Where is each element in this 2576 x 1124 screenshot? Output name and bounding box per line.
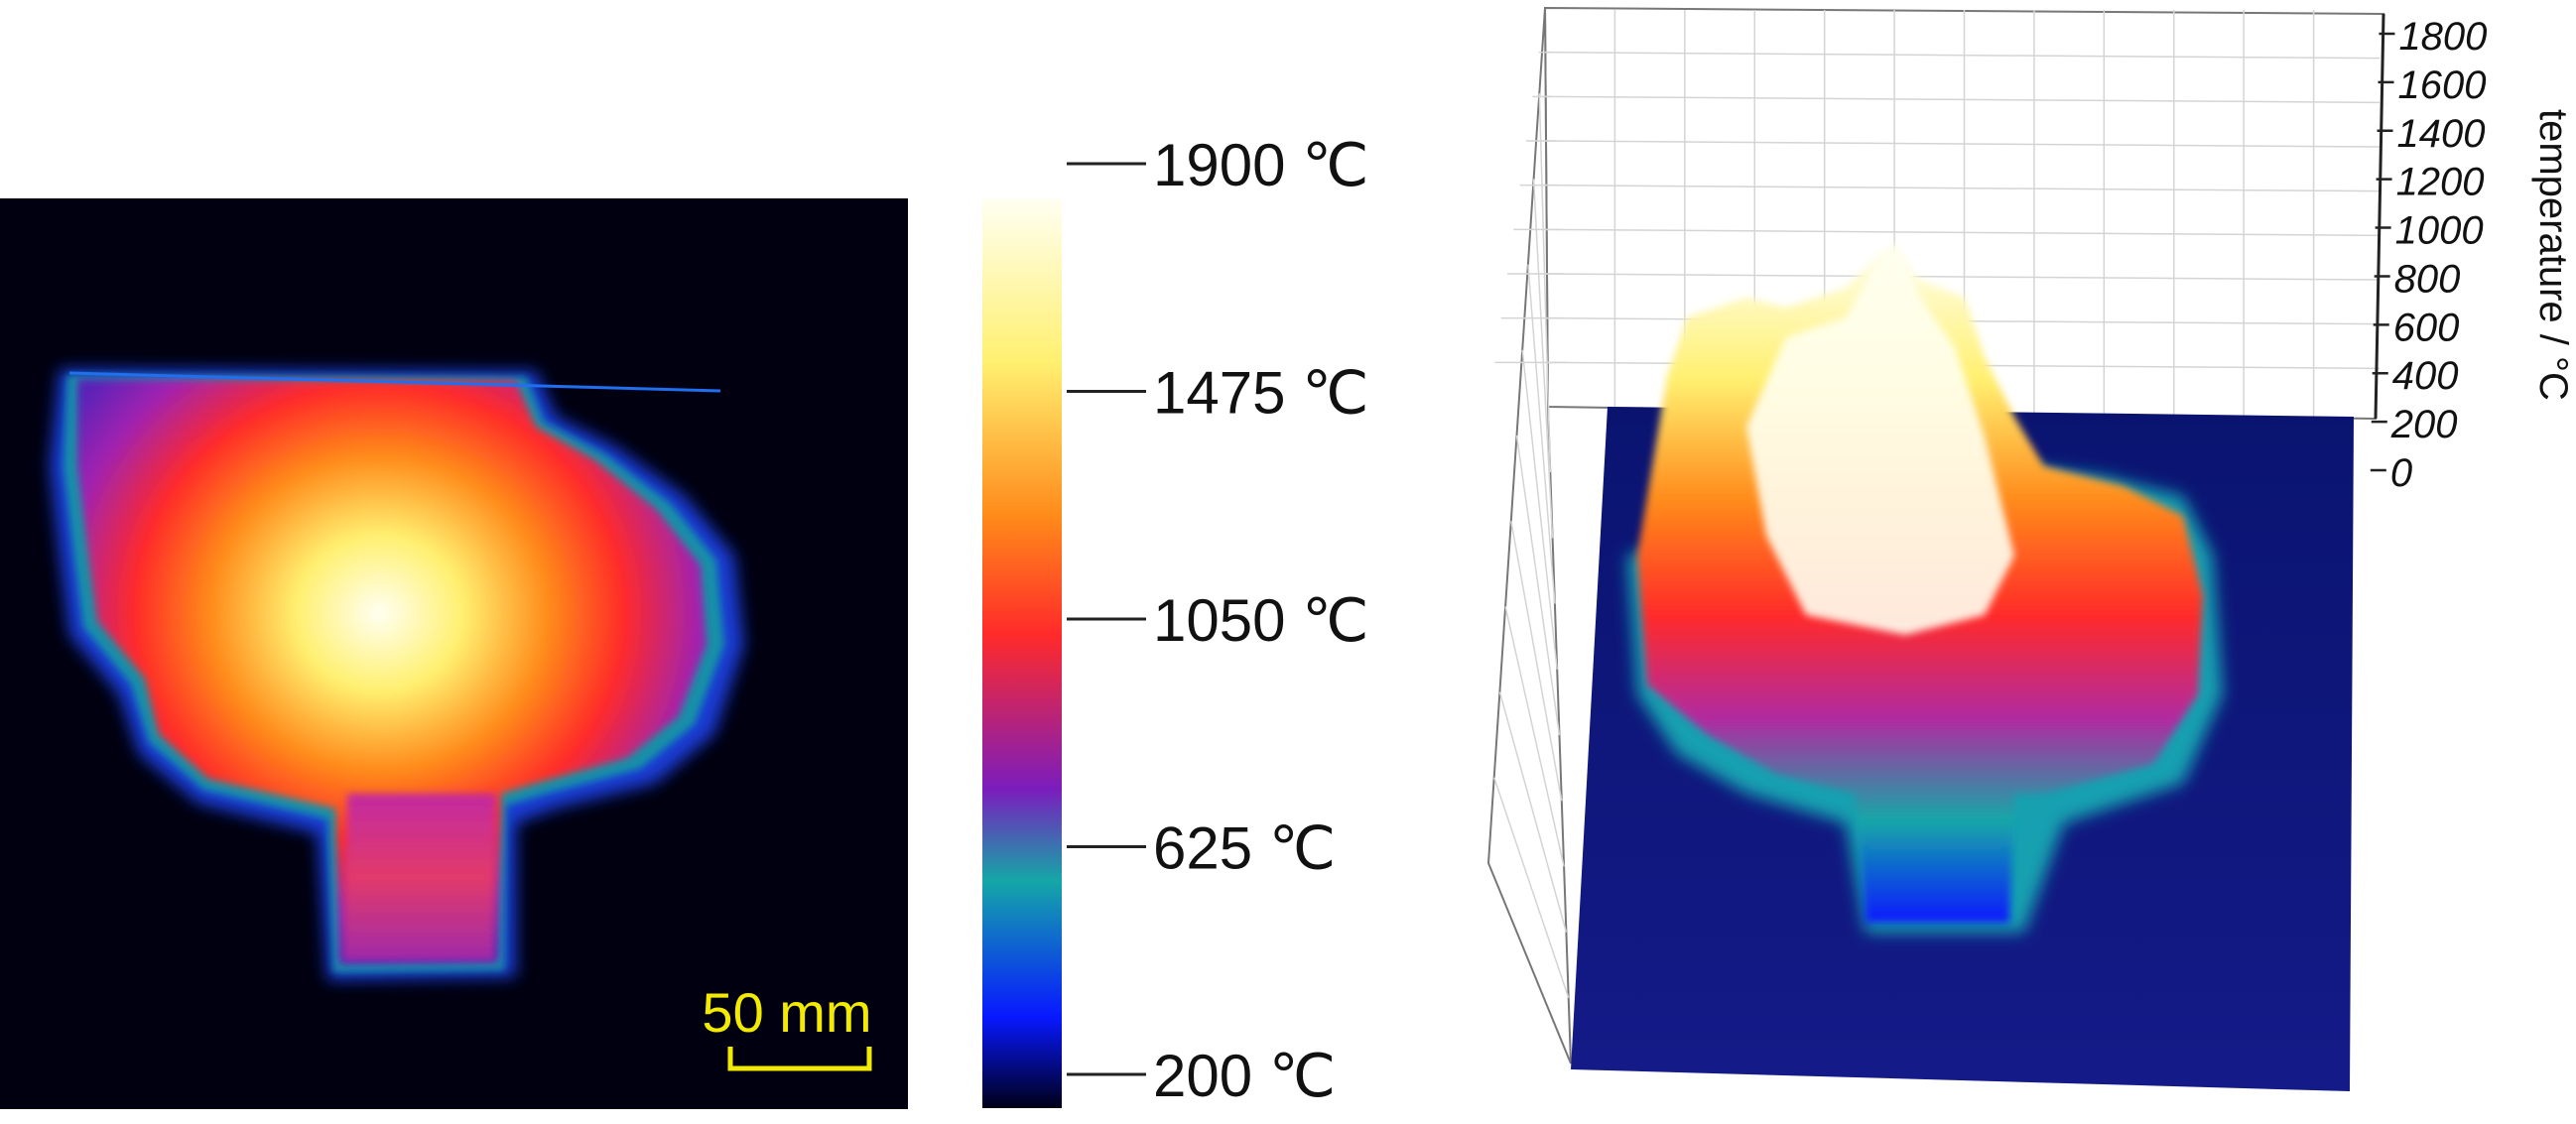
grid-line [1515,435,1561,736]
z-axis-tick-label: 1200 [2396,161,2485,204]
z-axis-tick-label: 400 [2392,354,2459,398]
grid-line [1544,228,2381,237]
z-axis-tick-label: 1800 [2398,15,2487,59]
grid-line [1521,349,1558,670]
grid-line [1504,606,1565,867]
grid-line [1544,273,2381,281]
grid-line [1492,777,1570,999]
colorbar-tick-label: 200 ℃ [1153,1043,1336,1109]
grid-line [1510,521,1563,802]
z-axis-tick-label: 1000 [2395,209,2484,253]
z-axis-tick-label: 800 [2394,257,2461,301]
z-axis-tick-label: 1400 [2397,112,2486,156]
grid-line [1538,93,1552,473]
scale-bar-label: 50 mm [702,981,871,1044]
thermal-top-edge [68,371,721,393]
colorbar-tick-label: 1475 ℃ [1153,360,1369,427]
colorbar-ticks: 1900 ℃ 1475 ℃ 1050 ℃ 625 ℃ 200 ℃ [1067,132,1369,1109]
colorbar: 1900 ℃ 1475 ℃ 1050 ℃ 625 ℃ 200 ℃ [982,132,1369,1109]
colorbar-tick-label: 1050 ℃ [1153,587,1369,654]
grid-line [1532,179,1554,539]
grid-line [1544,184,2381,192]
z-axis-tick-label: 200 [2390,403,2458,446]
grid-line [1498,691,1568,933]
thermal-stem [343,794,496,960]
z-axis-tick-label: 1600 [2397,63,2486,107]
scale-bar: 50 mm [702,981,872,1071]
thermal-image: 50 mm [0,198,908,1109]
grid-line [1544,51,2381,60]
colorbar-ramp [982,198,1062,1108]
thermal-flame [77,379,707,964]
colorbar-tick-label: 1900 ℃ [1153,132,1369,198]
colorbar-tick-label: 625 ℃ [1153,815,1336,882]
z-axis-title: temperature / °C [2531,109,2575,401]
z-axis-tick-label: 0 [2390,451,2412,495]
surface-peak [1746,248,2014,635]
grid-line [1527,264,1556,604]
grid-line [1544,140,2381,148]
z-axis-tick-label: 600 [2393,306,2460,349]
grid-line [1544,95,2381,104]
